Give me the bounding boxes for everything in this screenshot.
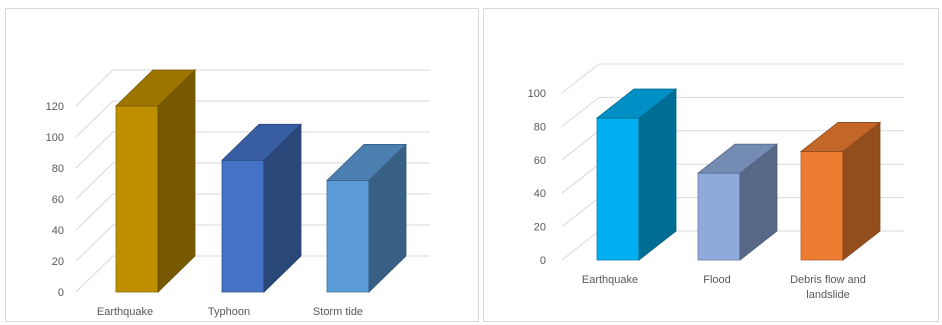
gridline-side: [75, 162, 114, 200]
bar-top: [799, 122, 882, 152]
gridline-side: [561, 197, 600, 227]
bar-front-earthquake: [596, 117, 640, 261]
y-tick-label: 80: [534, 121, 546, 133]
gridline-side: [561, 163, 600, 194]
x-category-label: landslide: [806, 289, 849, 301]
gridline-side: [75, 131, 114, 169]
chart-panel-left: 0 20 40 60 80 100 120 Earthquake Typhoon Storm ti…: [5, 8, 479, 322]
bar-front-earthquake: [115, 105, 159, 293]
y-tick-label: 60: [534, 155, 546, 167]
bar-top: [326, 143, 407, 181]
gridline-side: [561, 63, 600, 94]
gridline-side: [75, 224, 114, 262]
chart-right-svg: 0 20 40 60 80 100 Earthquake Flood Debris flow a…: [528, 63, 904, 301]
gridline-side: [75, 69, 114, 107]
y-tick-label: 60: [52, 194, 64, 206]
gridline-side: [75, 255, 114, 293]
bar-top: [115, 69, 196, 107]
chart-panel-right: 0 20 40 60 80 100 Earthquake Flood Debris flow a…: [483, 8, 939, 322]
x-category-label: Storm tide: [313, 306, 363, 318]
bar-top: [221, 123, 302, 161]
y-tick-label: 40: [534, 188, 546, 200]
gridline-side: [561, 130, 600, 161]
bar-front-debris-flow-and-landslide: [800, 151, 844, 261]
y-tick-label: 0: [58, 287, 64, 299]
bar-front-storm-tide: [326, 179, 370, 293]
gridline-side: [75, 193, 114, 231]
y-tick-label: 100: [528, 88, 546, 100]
y-tick-label: 20: [534, 222, 546, 234]
chart-left-svg: 0 20 40 60 80 100 120 Earthquake Typhoon Storm ti…: [46, 69, 430, 318]
y-tick-label: 20: [52, 256, 64, 268]
y-tick-label: 120: [46, 101, 64, 113]
x-category-label: Flood: [703, 274, 731, 286]
gridline-side: [561, 230, 600, 261]
x-category-label: Typhoon: [208, 306, 250, 318]
gridline-side: [561, 97, 600, 127]
x-category-label: Earthquake: [97, 306, 153, 318]
bar-top: [595, 88, 678, 119]
y-tick-label: 100: [46, 132, 64, 144]
y-tick-label: 80: [52, 163, 64, 175]
y-tick-label: 40: [52, 225, 64, 237]
bar-front-typhoon: [221, 159, 265, 293]
x-category-label: Earthquake: [582, 274, 638, 286]
y-tick-label: 0: [540, 255, 546, 267]
gridline-side: [75, 100, 114, 138]
bar-side: [157, 69, 196, 293]
bar-front-flood: [697, 172, 741, 261]
bar-top: [696, 143, 779, 174]
bar-side: [638, 88, 677, 261]
x-category-label: Debris flow and: [790, 274, 866, 286]
